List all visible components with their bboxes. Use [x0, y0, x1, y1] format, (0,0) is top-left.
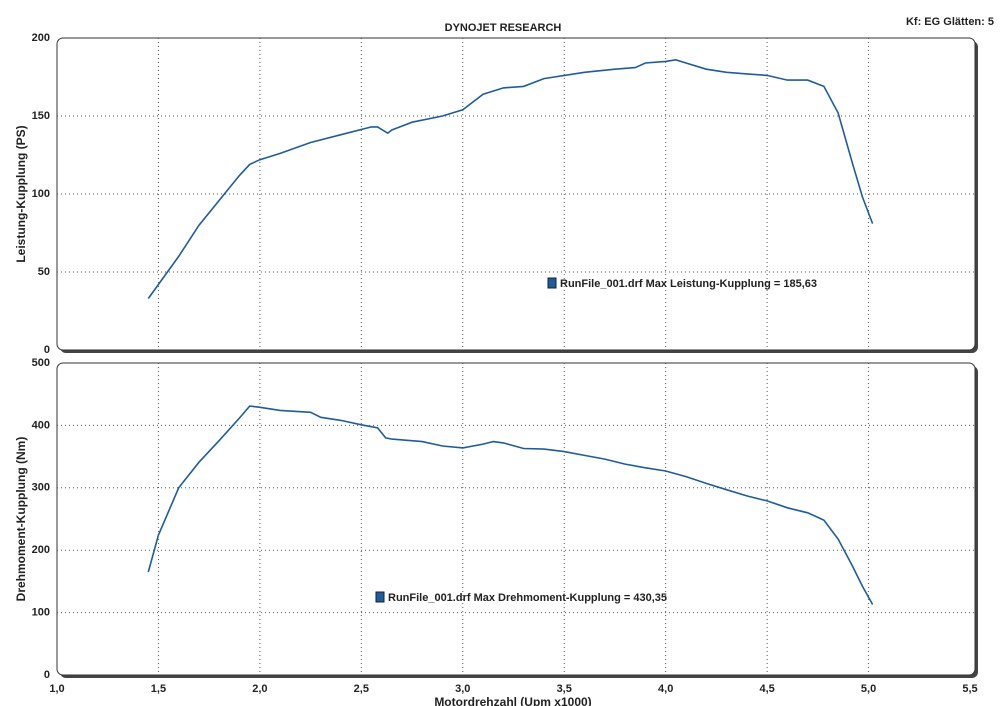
y-tick-label: 500: [32, 357, 50, 369]
x-tick-label: 2,0: [252, 683, 267, 695]
annotation-icon: [375, 591, 385, 603]
y-axis-label: Leistung-Kupplung (PS): [14, 125, 28, 262]
y-tick-label: 200: [32, 544, 50, 556]
x-axis-label: Motordrehzahl (Upm x1000): [434, 695, 591, 706]
y-tick-label: 0: [44, 344, 50, 356]
power-curve: [147, 58, 874, 299]
x-tick-label: 2,5: [354, 683, 369, 695]
y-tick-label: 300: [32, 482, 50, 494]
x-tick-label: 1,0: [49, 683, 64, 695]
annotation: RunFile_001.drf Max Drehmoment-Kupplung …: [388, 592, 667, 604]
annotation: RunFile_001.drf Max Leistung-Kupplung = …: [560, 278, 817, 290]
y-tick-label: 50: [38, 266, 50, 278]
y-tick-label: 150: [32, 110, 50, 122]
x-tick-label: 3,5: [557, 683, 572, 695]
y-axis-label: Drehmoment-Kupplung (Nm): [14, 437, 28, 602]
x-tick-label: 4,5: [759, 683, 774, 695]
x-tick-label: 5,0: [861, 683, 876, 695]
x-tick-label: 4,0: [658, 683, 673, 695]
x-tick-label: 5,5: [962, 683, 977, 695]
annotation-icon: [547, 277, 557, 289]
x-tick-label: 3,0: [455, 683, 470, 695]
y-tick-label: 200: [32, 32, 50, 44]
y-tick-label: 400: [32, 419, 50, 431]
x-tick-label: 1,5: [151, 683, 166, 695]
y-tick-label: 0: [44, 669, 50, 681]
panel: [56, 362, 976, 676]
y-tick-label: 100: [32, 607, 50, 619]
power-curve: [147, 405, 874, 605]
settings: Kf: EG Glätten: 5: [906, 16, 994, 28]
y-tick-label: 100: [32, 188, 50, 200]
report-title: DYNOJET RESEARCH: [445, 22, 562, 34]
